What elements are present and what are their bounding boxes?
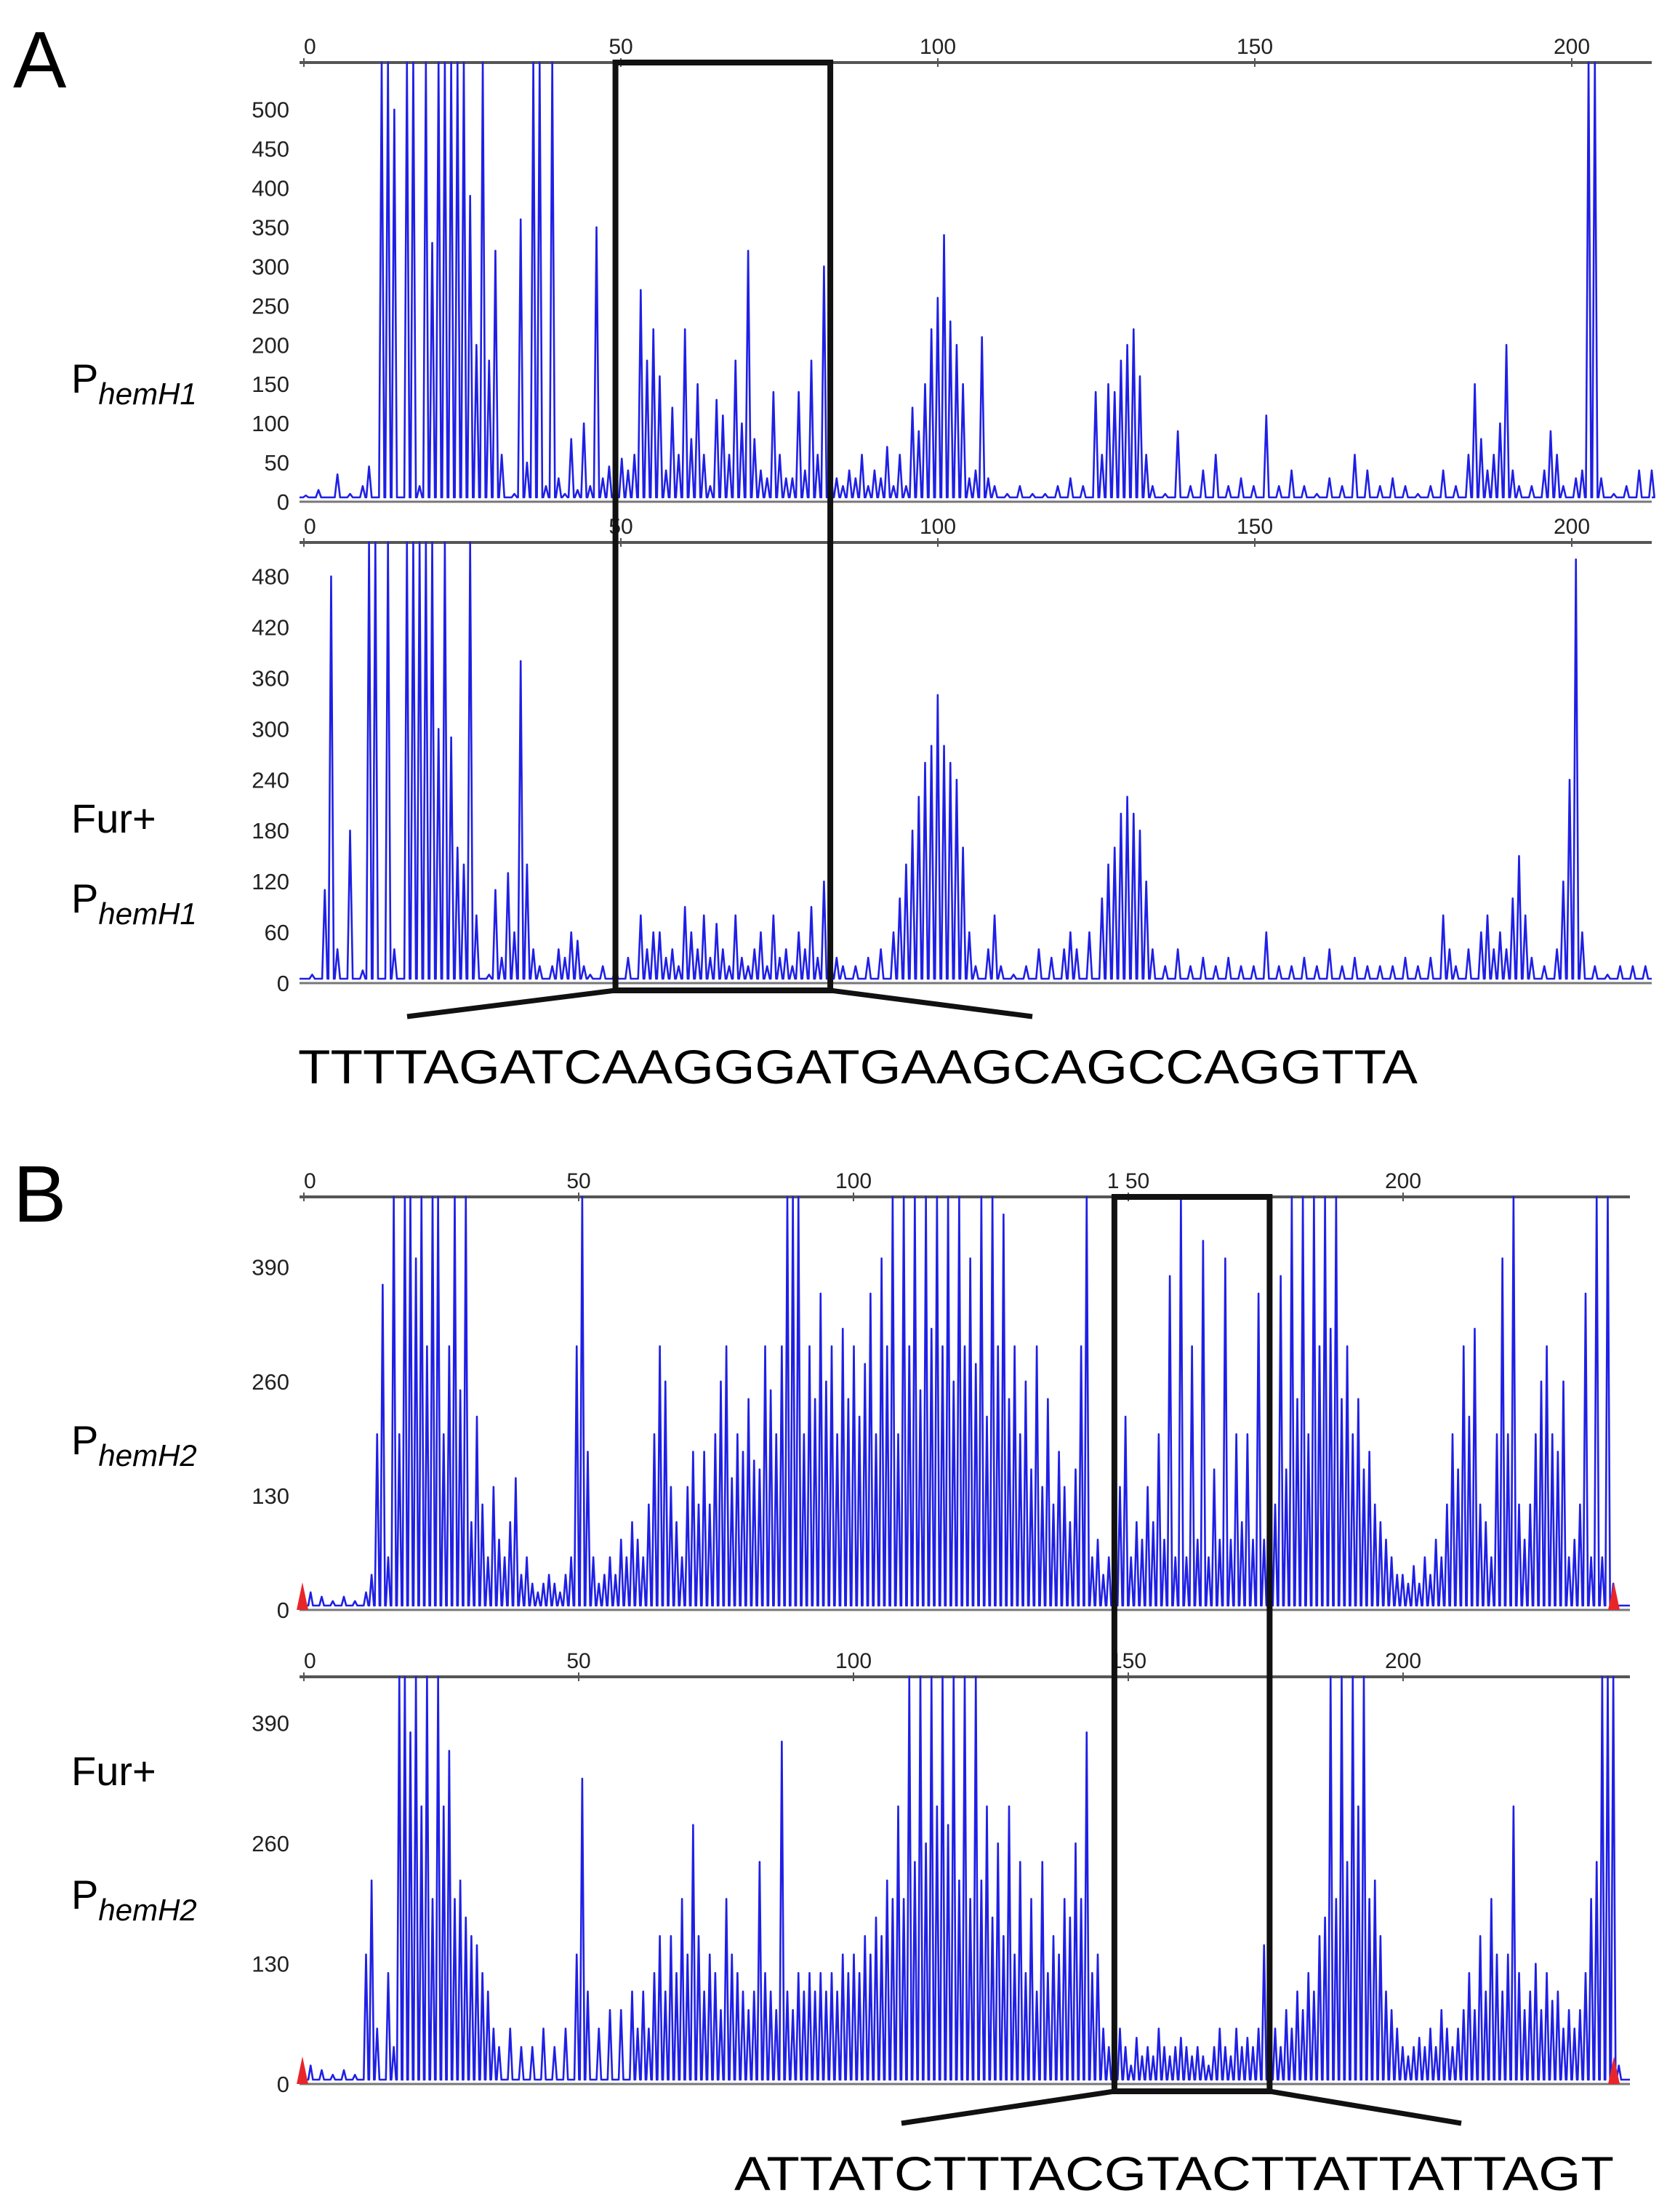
x-tick-label: 50 bbox=[566, 1649, 590, 1673]
x-tick-label: 100 bbox=[835, 1169, 872, 1193]
y-tick-label: 300 bbox=[252, 716, 289, 742]
y-tick-label: 420 bbox=[252, 615, 289, 641]
x-tick-label: 0 bbox=[304, 1169, 316, 1193]
size-marker bbox=[297, 1582, 308, 1610]
y-tick-label: 480 bbox=[252, 564, 289, 590]
panel-a-letter: A bbox=[13, 15, 67, 105]
y-tick-label: 50 bbox=[265, 450, 289, 476]
x-tick-label: 200 bbox=[1385, 1169, 1421, 1193]
y-tick-label: 260 bbox=[252, 1369, 289, 1395]
row-label-b2: PhemH2 bbox=[71, 1872, 197, 1927]
x-tick-label: 0 bbox=[304, 515, 316, 539]
highlight-box-a bbox=[406, 60, 1033, 1019]
y-tick-label: 250 bbox=[252, 293, 289, 318]
signal-trace bbox=[300, 541, 1652, 980]
y-tick-label: 240 bbox=[252, 767, 289, 793]
y-tick-label: 150 bbox=[252, 372, 289, 397]
highlight-rect bbox=[1111, 1194, 1273, 2094]
size-marker bbox=[1608, 1582, 1620, 1610]
fan-line-left bbox=[901, 2088, 1115, 2126]
y-tick-label: 360 bbox=[252, 665, 289, 691]
x-tick-label: 100 bbox=[835, 1649, 872, 1673]
y-tick-label: 300 bbox=[252, 254, 289, 279]
y-tick-label: 200 bbox=[252, 332, 289, 358]
x-tick-label: 0 bbox=[304, 1649, 316, 1673]
x-tick-label: 150 bbox=[1237, 515, 1273, 539]
row-label-a1-main: P bbox=[71, 356, 98, 401]
panel-b-letter: B bbox=[13, 1150, 66, 1239]
y-tick-label: 130 bbox=[252, 1483, 289, 1509]
y-tick-label: 0 bbox=[277, 1598, 289, 1623]
chart-a2: 0 50 100 150 200 0 60 120 180 240 300 360 420 480 bbox=[252, 515, 1652, 996]
y-tick-label: 400 bbox=[252, 176, 289, 201]
x-tick-label: 0 bbox=[304, 35, 316, 59]
chart-b1: 0 50 100 1 50 200 0 130 260 390 bbox=[252, 1169, 1630, 1623]
row-label-a2-main: P bbox=[71, 875, 98, 921]
x-tick-label: 1 50 bbox=[1107, 1169, 1149, 1193]
fan-line-left bbox=[406, 987, 616, 1019]
size-marker bbox=[297, 2056, 308, 2084]
x-tick-label: 200 bbox=[1554, 515, 1590, 539]
row-label-a1-sub: hemH1 bbox=[98, 377, 196, 411]
highlight-box-b bbox=[901, 1194, 1462, 2126]
x-tick-label: 50 bbox=[566, 1169, 590, 1193]
size-marker bbox=[1608, 2056, 1620, 2084]
y-tick-label: 120 bbox=[252, 869, 289, 894]
signal-trace bbox=[300, 1675, 1630, 2081]
row-label-b2-sub: hemH2 bbox=[98, 1893, 196, 1927]
fan-line-right bbox=[1269, 2088, 1462, 2126]
y-tick-label: 130 bbox=[252, 1952, 289, 1977]
y-tick-label: 0 bbox=[277, 2072, 289, 2097]
x-tick-label: 200 bbox=[1554, 35, 1590, 59]
x-tick-label: 100 bbox=[920, 35, 956, 59]
y-tick-label: 260 bbox=[252, 1831, 289, 1856]
chart-a1: 0 50 100 150 200 0 50 100 150 200 250 300 350 400 450 5… bbox=[252, 35, 1655, 515]
row-label-b1-main: P bbox=[71, 1417, 98, 1463]
sequence-b: ATTATCTTTACGTACTTATTATTAGT bbox=[734, 2147, 1614, 2200]
signal-trace bbox=[300, 1195, 1630, 1607]
y-tick-label: 450 bbox=[252, 137, 289, 162]
panel-a: A 0 50 100 150 200 0 50 100 150 200 250 300 350 400 45… bbox=[13, 15, 1655, 1094]
y-tick-label: 390 bbox=[252, 1255, 289, 1281]
sequence-a: TTTTAGATCAAGGGATGAAGCAGCCAGGTTA bbox=[298, 1040, 1418, 1094]
y-tick-label: 60 bbox=[265, 920, 289, 945]
y-tick-label: 390 bbox=[252, 1711, 289, 1736]
y-tick-label: 350 bbox=[252, 215, 289, 241]
row-label-b2-top: Fur+ bbox=[71, 1748, 156, 1794]
row-label-b1-sub: hemH2 bbox=[98, 1438, 196, 1472]
x-tick-label: 50 bbox=[608, 35, 632, 59]
x-tick-label: 100 bbox=[920, 515, 956, 539]
y-tick-label: 100 bbox=[252, 411, 289, 436]
signal-trace bbox=[300, 61, 1655, 499]
row-label-a2-sub: hemH1 bbox=[98, 897, 196, 931]
row-label-b2-main: P bbox=[71, 1872, 98, 1918]
fan-line-right bbox=[830, 987, 1033, 1019]
y-tick-label: 0 bbox=[277, 971, 289, 996]
y-tick-label: 500 bbox=[252, 97, 289, 123]
highlight-rect bbox=[612, 60, 834, 993]
x-tick-label: 50 bbox=[608, 515, 632, 539]
row-label-b1: PhemH2 bbox=[71, 1417, 197, 1472]
x-tick-label: 200 bbox=[1385, 1649, 1421, 1673]
row-label-a2-top: Fur+ bbox=[71, 796, 156, 841]
row-label-a1: PhemH1 bbox=[71, 356, 197, 411]
y-tick-label: 0 bbox=[277, 489, 289, 515]
row-label-a2: PhemH1 bbox=[71, 875, 197, 931]
x-tick-label: 150 bbox=[1237, 35, 1273, 59]
y-tick-label: 180 bbox=[252, 818, 289, 843]
